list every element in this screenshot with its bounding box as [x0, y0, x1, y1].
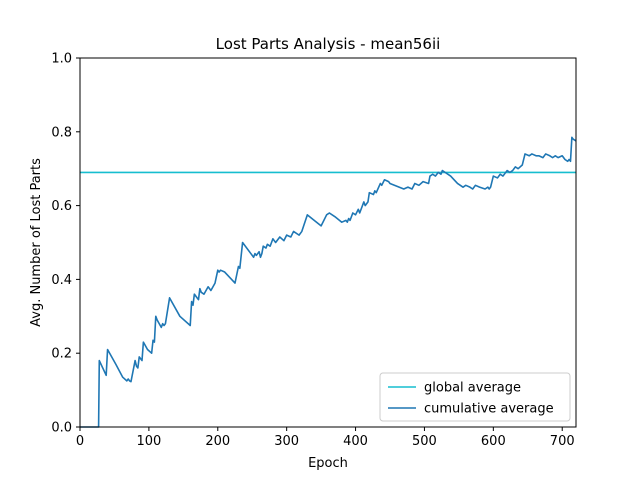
series-line-cumulative-average [80, 136, 576, 428]
y-axis: 0.0 0.2 0.4 0.6 0.8 1.0 [51, 52, 80, 436]
legend-entry: cumulative average [424, 402, 554, 417]
legend-entry: global average [424, 381, 521, 396]
series-layer [80, 136, 576, 428]
x-tick-label: 500 [412, 434, 437, 449]
x-axis-label: Epoch [308, 456, 348, 471]
legend-box [379, 372, 571, 422]
y-tick-label: 0.2 [51, 347, 72, 362]
x-tick-label: 0 [76, 434, 84, 449]
x-axis: 0 100 200 300 400 500 600 700 [76, 427, 575, 449]
y-axis-label: Avg. Number of Lost Parts [29, 158, 44, 327]
y-tick-label: 0.0 [51, 421, 72, 436]
x-tick-label: 300 [274, 434, 299, 449]
x-tick-label: 600 [481, 434, 506, 449]
x-tick-label: 700 [550, 434, 575, 449]
plot-area [80, 58, 576, 427]
y-tick-label: 0.4 [51, 273, 72, 288]
plot-frame [79, 57, 577, 428]
y-tick-label: 0.6 [51, 199, 72, 214]
x-tick-label: 200 [205, 434, 230, 449]
x-tick-label: 400 [343, 434, 368, 449]
y-tick-label: 0.8 [51, 125, 72, 140]
x-tick-label: 100 [136, 434, 161, 449]
y-tick-label: 1.0 [51, 52, 72, 67]
legend: global average cumulative average [379, 372, 571, 422]
chart-title: Lost Parts Analysis - mean56ii [216, 35, 441, 53]
